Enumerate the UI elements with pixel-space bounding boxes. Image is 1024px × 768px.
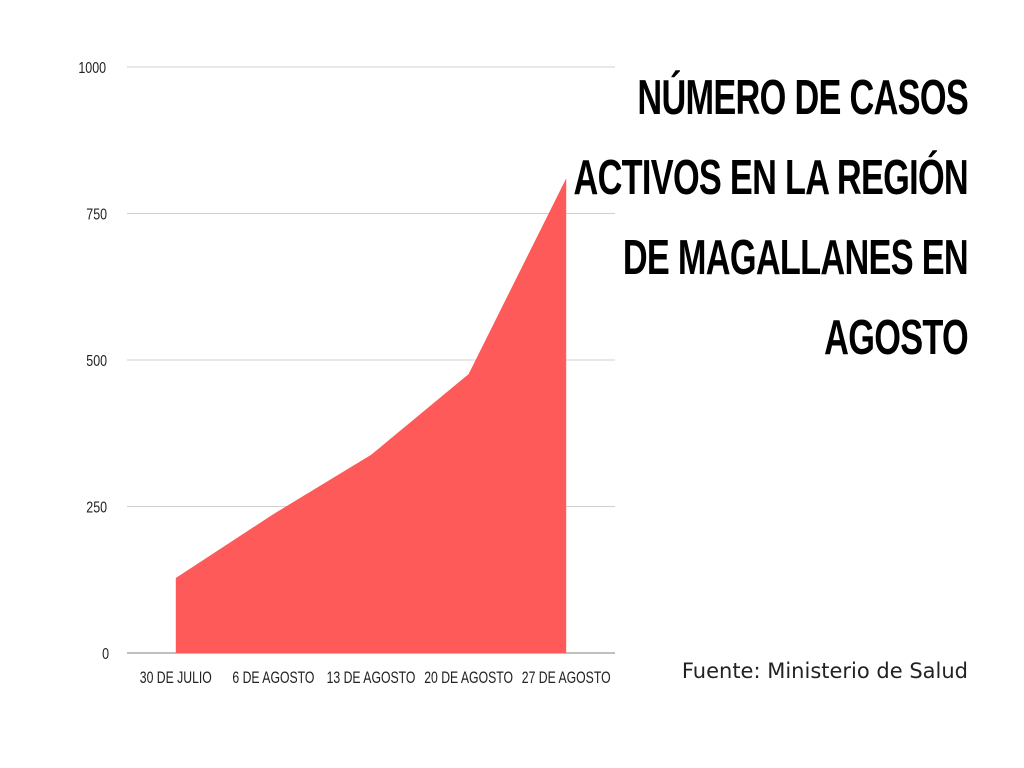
- y-axis-tick-labels: 0 250 500 750 1000: [78, 60, 109, 664]
- y-tick-label: 750: [86, 206, 107, 224]
- chart-title: NÚMERO DE CASOS ACTIVOS EN LA REGIÓN DE …: [573, 71, 969, 365]
- y-tick-label: 500: [86, 353, 107, 371]
- area-fill: [175, 178, 567, 653]
- area-series: [175, 178, 567, 653]
- y-tick-label: 0: [102, 646, 109, 664]
- source-note: Fuente: Ministerio de Salud: [681, 659, 968, 683]
- x-tick-label: 20 DE AGOSTO: [424, 669, 513, 687]
- x-tick-label: 6 DE AGOSTO: [232, 669, 314, 687]
- y-tick-label: 1000: [78, 60, 106, 78]
- y-tick-label: 250: [86, 499, 107, 517]
- x-tick-label: 13 DE AGOSTO: [327, 669, 416, 687]
- x-tick-label: 30 DE JULIO: [140, 669, 212, 687]
- x-axis-tick-labels: 30 DE JULIO 6 DE AGOSTO 13 DE AGOSTO 20 DE …: [140, 669, 611, 687]
- x-tick-label: 27 DE AGOSTO: [522, 669, 611, 687]
